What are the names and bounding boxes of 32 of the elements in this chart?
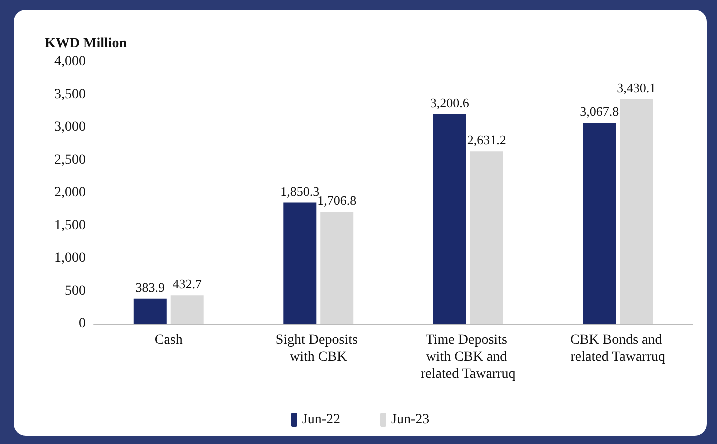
data-label: 432.7 <box>172 276 202 292</box>
x-tick-label: CBK Bonds and related Tawarruq <box>570 333 666 365</box>
x-tick-label: Time Deposits with CBK and related Tawarruq <box>420 333 516 382</box>
data-label: 3,200.6 <box>430 95 470 110</box>
x-tick-label: Cash <box>154 333 183 348</box>
y-tick-label: 4,000 <box>54 54 86 70</box>
y-axis-title: KWD Million <box>45 36 128 52</box>
bar <box>583 123 616 324</box>
bar <box>470 152 504 324</box>
data-label: 1,706.8 <box>318 193 357 208</box>
bar <box>320 212 354 324</box>
data-label: 3,430.1 <box>617 80 656 96</box>
data-label: 1,850.3 <box>280 184 320 199</box>
y-tick-label: 500 <box>65 284 86 299</box>
bar <box>620 99 654 324</box>
y-tick-label: 2,500 <box>54 152 86 168</box>
bar <box>284 202 317 324</box>
y-tick-label: 1,500 <box>54 218 86 234</box>
y-tick-label: 3,500 <box>54 87 86 102</box>
legend-label: Jun-23 <box>392 412 430 428</box>
bar <box>170 296 204 324</box>
bar <box>134 298 167 324</box>
data-label: 383.9 <box>136 280 166 295</box>
data-label: 2,631.2 <box>467 132 506 148</box>
legend-label: Jun-22 <box>302 412 341 428</box>
x-tick-label: Sight Deposits with CBK <box>276 333 362 365</box>
data-label: 3,067.8 <box>580 104 620 120</box>
y-tick-label: 0 <box>79 316 86 332</box>
y-tick-label: 1,000 <box>54 251 86 266</box>
bar <box>433 114 466 324</box>
y-tick-label: 2,000 <box>54 186 86 200</box>
y-tick-label: 3,000 <box>54 120 86 135</box>
